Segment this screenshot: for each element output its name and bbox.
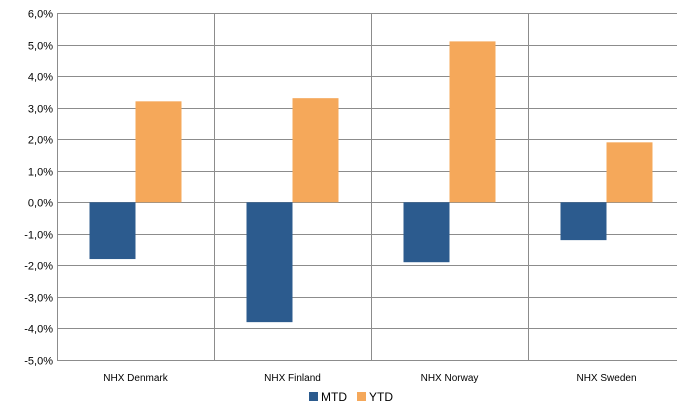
- y-tick-label: 6,0%: [28, 9, 53, 21]
- y-axis-tick-labels: -5,0% -4,0% -3,0% -2,0% -1,0% 0,0% 1,0% 2,0% 3,0…: [24, 9, 53, 368]
- bar-mtd-nhx-norway: [403, 202, 450, 263]
- bar-mtd-nhx-finland: [246, 202, 293, 323]
- y-tick-label: -2,0%: [24, 261, 53, 273]
- x-tick-label: NHX Finland: [264, 373, 321, 384]
- y-tick-label: 2,0%: [28, 135, 53, 147]
- y-tick-label: -4,0%: [24, 324, 53, 336]
- x-tick-label: NHX Denmark: [103, 373, 168, 384]
- y-tick-label: 1,0%: [28, 167, 53, 179]
- y-tick-label: -3,0%: [24, 293, 53, 305]
- legend: MTD YTD: [309, 390, 393, 404]
- x-axis-tick-labels: NHX Denmark NHX Finland NHX Norway NHX Swed…: [103, 373, 636, 384]
- y-tick-label: 3,0%: [28, 104, 53, 116]
- bar-ytd-nhx-norway: [449, 41, 496, 203]
- legend-swatch-mtd: [309, 392, 318, 401]
- bar-mtd-nhx-sweden: [560, 202, 607, 241]
- x-tick-label: NHX Norway: [421, 373, 479, 384]
- legend-label-mtd: MTD: [321, 390, 347, 404]
- bar-ytd-nhx-finland: [292, 98, 339, 203]
- y-tick-label: 5,0%: [28, 41, 53, 53]
- x-tick-label: NHX Sweden: [576, 373, 636, 384]
- legend-swatch-ytd: [357, 392, 366, 401]
- grid: [57, 13, 677, 361]
- bars: [89, 41, 653, 323]
- y-tick-label: 4,0%: [28, 72, 53, 84]
- legend-label-ytd: YTD: [369, 390, 393, 404]
- bar-mtd-nhx-denmark: [89, 202, 136, 260]
- bar-ytd-nhx-denmark: [135, 101, 182, 203]
- y-tick-label: -1,0%: [24, 230, 53, 242]
- y-tick-label: -5,0%: [24, 356, 53, 368]
- y-tick-label: 0,0%: [28, 198, 53, 210]
- bar-ytd-nhx-sweden: [606, 142, 653, 203]
